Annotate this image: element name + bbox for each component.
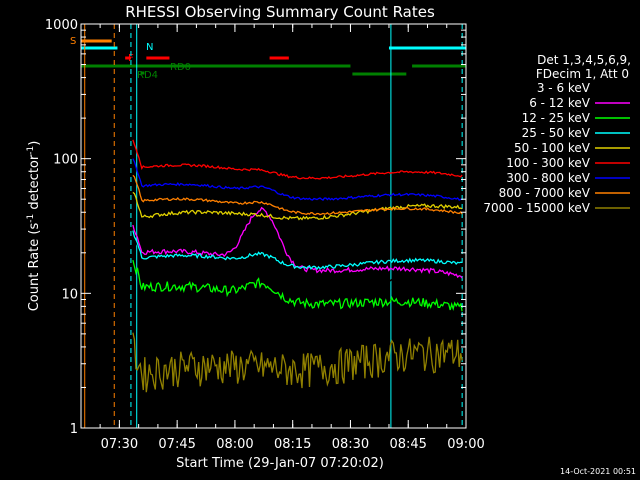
chart-title: RHESSI Observing Summary Count Rates: [125, 3, 435, 21]
flag-label-s: S: [70, 36, 76, 47]
x-tick-label: 08:45: [389, 437, 426, 452]
series-line-4: [132, 191, 463, 221]
legend: Det 1,3,4,5,6,9, FDecim 1, Att 0 3 - 6 k…: [483, 53, 631, 215]
x-tick-label: 07:45: [158, 437, 195, 452]
legend-label: 100 - 300 keV: [506, 156, 590, 170]
flag-label-rd0: RD0: [170, 62, 191, 73]
x-tick-label: 07:30: [101, 437, 138, 452]
legend-label: 300 - 800 keV: [506, 171, 590, 185]
detector-info-line2: FDecim 1, Att 0: [536, 67, 629, 81]
series-line-0: [132, 227, 463, 294]
flag-label-n: N: [146, 42, 153, 53]
series-line-7: [132, 174, 463, 216]
flag-bars: S N F RD0 RD4: [70, 24, 466, 428]
y-tick-label: 10: [61, 287, 78, 302]
y-tick-label: 1: [70, 422, 78, 437]
series-line-8: [132, 332, 463, 393]
y-axis-label: Count Rate (s-1 detector-1): [26, 141, 42, 312]
legend-label: 12 - 25 keV: [522, 111, 591, 125]
series-line-3: [132, 230, 463, 271]
legend-label: 6 - 12 keV: [529, 96, 591, 110]
legend-label: 800 - 7000 keV: [499, 186, 591, 200]
timestamp: 14-Oct-2021 00:51: [560, 467, 636, 476]
y-axis-ticks: 1 10 100 1000: [45, 18, 466, 437]
y-tick-label: 100: [53, 153, 78, 168]
x-axis-ticks: 07:30 07:45 08:00 08:15 08:30 08:45 09:00: [99, 24, 485, 452]
x-tick-label: 08:30: [332, 437, 369, 452]
legend-label: 3 - 6 keV: [537, 81, 591, 95]
series-line-5: [132, 139, 463, 180]
flag-label-f: F: [128, 53, 134, 64]
x-tick-label: 08:00: [216, 437, 253, 452]
y-tick-label: 1000: [45, 18, 78, 33]
series-lines: [132, 139, 463, 393]
detector-info-line1: Det 1,3,4,5,6,9,: [537, 53, 631, 67]
flag-label-rd4: RD4: [137, 70, 158, 81]
x-tick-label: 09:00: [447, 437, 484, 452]
legend-label: 7000 - 15000 keV: [483, 201, 590, 215]
x-tick-label: 08:15: [274, 437, 311, 452]
series-line-6: [132, 158, 463, 201]
legend-label: 50 - 100 keV: [514, 141, 591, 155]
series-line-2: [132, 259, 463, 312]
x-axis-label: Start Time (29-Jan-07 07:20:02): [176, 456, 384, 471]
legend-label: 25 - 50 keV: [522, 126, 591, 140]
